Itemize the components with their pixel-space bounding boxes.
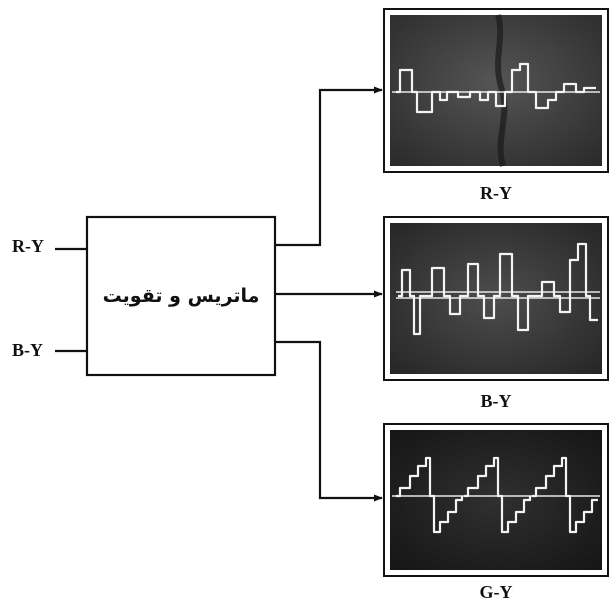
output-wire-r-y [275,86,383,247]
input-label-r-y: R-Y [12,236,44,256]
screen-caption-b-y: B-Y [481,391,512,411]
matrix-amplifier-block [85,215,277,377]
matrix-block-label: ماتریس و تقویت [103,285,260,307]
oscilloscope-screen-r-y [383,8,609,173]
oscilloscope-screen-g-y [383,423,609,577]
screen-caption-r-y: R-Y [480,183,512,203]
screen-caption-g-y: G-Y [480,582,513,602]
input-label-b-y: B-Y [12,340,43,360]
oscilloscope-screen-b-y [383,216,609,381]
output-wire-g-y [275,340,383,502]
